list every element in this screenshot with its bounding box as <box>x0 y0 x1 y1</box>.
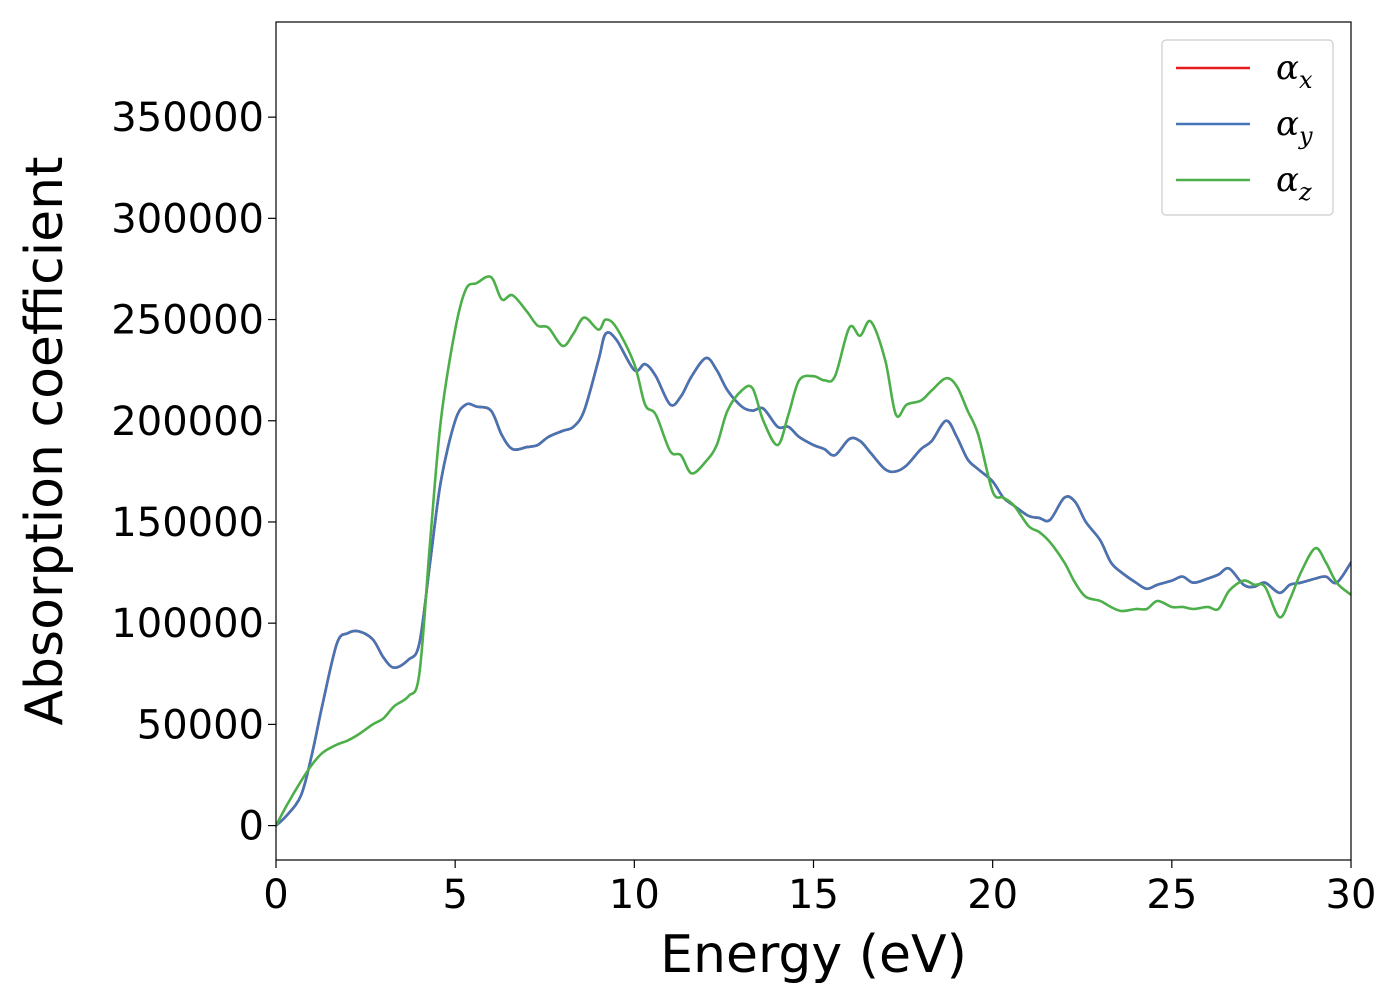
legend-box <box>1161 39 1334 216</box>
y-axis-ticks: 0 50000 100000 150000 200000 250000 300000 3500… <box>111 95 276 850</box>
y-tick-label: 0 <box>239 804 264 850</box>
y-tick-label: 200000 <box>111 399 264 445</box>
y-axis-title: Absorption coefficient <box>15 156 75 725</box>
x-tick-label: 30 <box>1326 872 1377 918</box>
y-tick-label: 300000 <box>111 196 264 242</box>
plot-frame <box>275 21 1352 861</box>
x-axis-title: Energy (eV) <box>660 925 967 985</box>
x-tick-label: 0 <box>263 872 288 918</box>
y-tick-label: 50000 <box>137 702 264 748</box>
series-line-z <box>276 275 1351 827</box>
series-layer <box>276 275 1351 827</box>
x-tick-label: 20 <box>967 872 1018 918</box>
x-tick-label: 15 <box>788 872 839 918</box>
y-tick-label: 150000 <box>111 500 264 546</box>
x-axis-ticks: 0 5 10 15 20 25 30 <box>263 860 1376 918</box>
y-tick-label: 100000 <box>111 601 264 647</box>
x-tick-label: 5 <box>442 872 467 918</box>
y-tick-label: 350000 <box>111 95 264 141</box>
series-line-y <box>276 331 1351 827</box>
x-tick-label: 10 <box>609 872 660 918</box>
x-tick-label: 25 <box>1146 872 1197 918</box>
y-tick-label: 250000 <box>111 298 264 344</box>
